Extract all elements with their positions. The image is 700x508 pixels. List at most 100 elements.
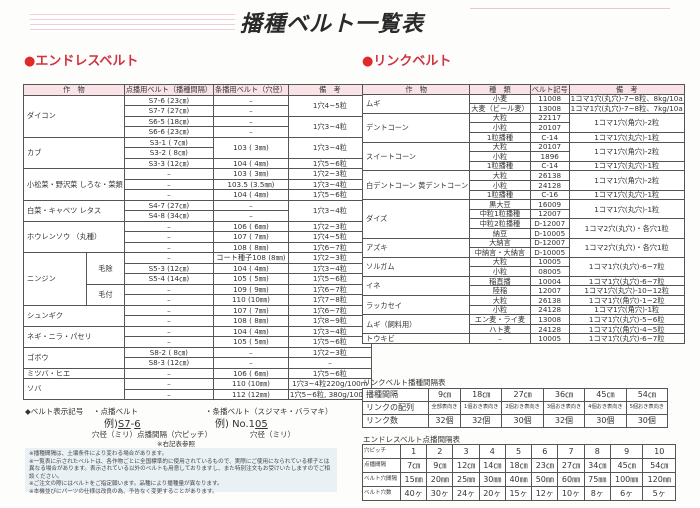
table-cell: 1穴2~3粒	[287, 346, 373, 358]
table-cell: –	[123, 189, 215, 201]
table-row: トウキビ –10005 1コマ1穴(丸穴)-6~7粒	[361, 333, 685, 345]
table-row: S3-3 (12㎝) 104 ( 4㎜) 1穴5~6粒	[24, 157, 373, 169]
table-cell: 1コマ1穴(丸穴)-6~7粒	[568, 256, 685, 277]
table-row: ゴボウ S8-2 ( 8㎝) –1穴2~3粒	[23, 346, 373, 369]
table-cell: 1穴2~3粒	[287, 220, 373, 232]
table-cell: 24128	[529, 304, 570, 316]
table-cell: 8ヶ	[583, 486, 611, 501]
table-cell: –	[123, 178, 215, 190]
table-cell: デントコーン	[361, 112, 471, 143]
table-row: 播種間隔 9㎝ 18㎝ 27㎝ 36㎝ 45㎝ 54㎝	[362, 388, 669, 402]
table-cell: –	[123, 367, 215, 379]
table-cell: 18㎝	[459, 388, 503, 402]
link-spacing-table: 播種間隔 9㎝ 18㎝ 27㎝ 36㎝ 45㎝ 54㎝ リンクの配列 全部表向き 1個おき表向き 2…	[362, 388, 669, 428]
table-cell: 6ヶ	[609, 486, 644, 501]
table-cell: 106 ( 6㎜)	[213, 367, 289, 379]
table-cell: 32個	[542, 414, 586, 428]
table-cell: 104 ( 4㎜)	[213, 262, 289, 274]
table-row: 穴ピッチ 1 2 3 4 5 6 7 8 9 10	[362, 444, 676, 459]
table-cell: –	[123, 168, 215, 180]
table-cell: 1穴3~4粒	[287, 136, 373, 159]
table-cell: 1コマ1穴(角穴)-1粒	[568, 304, 685, 316]
table-row: リンク数 32個 32個 30個 32個 30個 30個	[362, 414, 669, 428]
table-cell: 26138	[529, 295, 570, 306]
table-row: カブ S3-1 ( 7㎝) 103 ( 3㎜) 1穴3~4粒	[23, 136, 373, 169]
table-cell: 1コマ1穴(角穴)-2粒	[568, 141, 685, 162]
table-cell: 10005	[529, 256, 570, 268]
table-cell: 1コマ1穴(角穴)-2粒	[568, 112, 685, 133]
table-cell: 54㎝	[642, 458, 676, 473]
table-cell: 1穴5~6粒, 380g/100m	[287, 388, 373, 400]
table-cell: 4	[478, 444, 506, 459]
table-row: –110 (10㎜) 1穴7~8粒	[24, 294, 373, 306]
table-cell: S5-4 (14㎝)	[123, 273, 215, 285]
table-row: ニンジン 毛除 – コート種子108 (8㎜) 1穴2~3粒	[22, 252, 373, 306]
table-cell: –	[123, 304, 215, 316]
link-spacing-heading: リンクベルト播種間隔表	[363, 378, 446, 387]
table-cell: 103.5 (3.5㎜)	[213, 178, 289, 190]
table-cell: 100㎜	[609, 472, 644, 487]
table-cell: 大粒	[469, 295, 531, 306]
table-cell: 16009	[529, 199, 570, 210]
table-cell: 1896	[529, 151, 570, 162]
table-cell: 6	[531, 444, 559, 459]
table-cell: 8	[583, 444, 611, 459]
example-prefix: 例)	[104, 419, 118, 430]
table-cell: 1穴6~7粒	[287, 304, 373, 316]
table-cell: –	[123, 325, 215, 337]
legend-spot-label: ・点播ベルト	[93, 407, 138, 416]
table-cell: 24ヶ	[452, 486, 480, 501]
table-cell: 110 (10㎜)	[213, 378, 289, 390]
table-cell: 7	[557, 444, 585, 459]
table-cell: 1穴2~3粒	[287, 168, 373, 180]
table-cell: 11008	[529, 93, 570, 105]
table-row: ムギ 小麦 11008 1コマ1穴(丸穴)-7~8粒、8kg/10a	[361, 93, 685, 114]
table-row: ラッカセイ 大粒 26138 1コマ1穴(角穴)-1~2粒	[361, 295, 685, 316]
table-row: ベルト穴間隔 15㎜ 20㎜ 25㎜ 30㎜ 40㎜ 50㎜ 60㎜ 75㎜ 100㎜ 120㎜	[362, 472, 676, 487]
table-cell: S4-8 (34㎝)	[123, 210, 215, 222]
table-cell: 1コマ1穴(角穴)-2粒	[568, 170, 685, 191]
table-cell: 107 ( 7㎜)	[213, 304, 289, 316]
table-cell: 1粒播種	[469, 131, 531, 143]
table-cell: 点播間隔	[362, 458, 401, 473]
table-row: リンクの配列 全部表向き 1個おき表向き 2個おき表向き 3個おき表向き 4個おき表向き 5…	[362, 401, 669, 415]
table-cell: 36㎝	[542, 388, 586, 402]
table-cell: 08005	[529, 266, 570, 277]
table-cell: 20ヶ	[478, 486, 506, 501]
table-row: S6-5 (18㎝) –1穴3~4粒	[24, 115, 373, 138]
table-cell: 108 ( 8㎜)	[213, 241, 289, 253]
table-cell: 5個おき表向き	[625, 401, 669, 415]
table-cell: 18㎝	[504, 458, 533, 473]
table-cell: 大粒	[469, 141, 531, 153]
header-crop: 作 物	[23, 84, 125, 96]
table-cell: 1コマ1穴(丸穴)-1粒	[568, 160, 685, 172]
table-cell: ベルト穴数	[362, 486, 401, 501]
table-cell: 30個	[625, 414, 669, 428]
table-cell: 24128	[529, 179, 570, 191]
table-cell: C-16	[529, 189, 570, 201]
link-belt-heading: ●リンクベルト	[362, 50, 451, 69]
table-cell: D-12007	[529, 237, 570, 249]
table-cell: 1コマ1穴(丸穴)-1粒	[568, 131, 685, 143]
table-cell: 播種間隔	[362, 388, 429, 402]
header-row-belt: 条播用ベルト（穴径）	[213, 84, 289, 96]
table-cell: 1穴3~4粒	[287, 115, 373, 138]
table-cell: 1粒播種	[469, 160, 531, 172]
table-cell: S6-5 (18㎝)	[123, 115, 215, 127]
table-cell: イネ	[361, 275, 471, 297]
table-cell: 1穴4~5粒	[287, 231, 373, 243]
table-cell: 9㎝	[426, 458, 454, 473]
table-cell: –	[213, 115, 289, 127]
table-cell: 10	[642, 444, 676, 459]
table-row: S3-2 ( 8㎝)	[24, 147, 372, 159]
table-cell: 1穴7~8粒	[287, 294, 373, 306]
table-cell: 4個おき表向き	[584, 401, 627, 415]
table-cell: 小粒	[469, 179, 531, 191]
table-row: アズキ 大納言 D-12007 1コマ2穴(丸穴)・各穴1粒	[361, 237, 685, 258]
table-cell: S6-6 (23㎝)	[123, 126, 215, 138]
table-cell: 10004	[529, 275, 570, 287]
table-cell: 1穴5~6粒	[287, 157, 373, 169]
table-cell: コート種子108 (8㎜)	[213, 252, 289, 264]
table-cell: カブ	[23, 136, 125, 169]
example-hole: S7	[117, 419, 131, 430]
